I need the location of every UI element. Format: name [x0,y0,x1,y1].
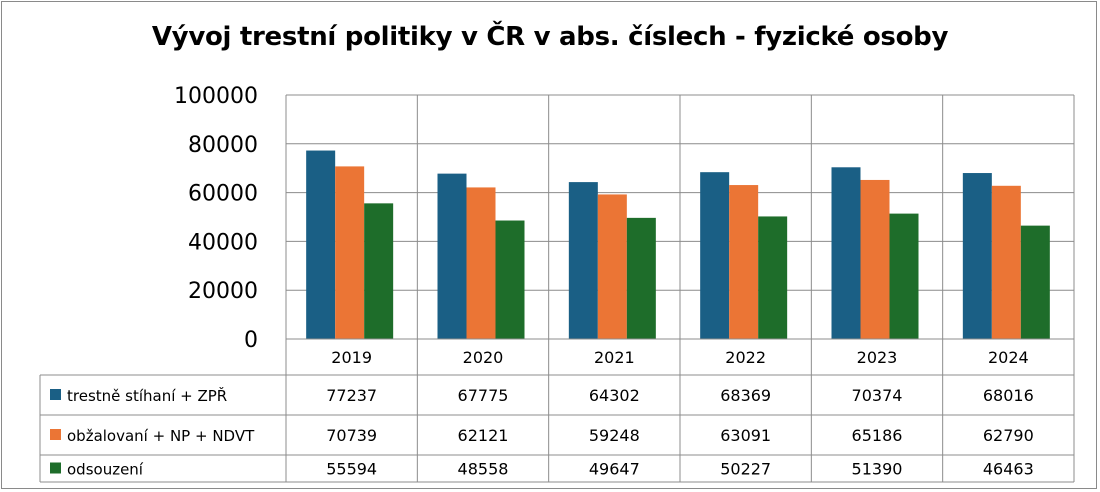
table-cell-value: 68016 [983,386,1034,405]
table-cell-value: 51390 [852,460,903,479]
table-cell-value: 77237 [326,386,377,405]
table-cell-value: 50227 [720,460,771,479]
table-cell-value: 62790 [983,426,1034,445]
bar [568,182,598,339]
table-cell-value: 65186 [852,426,903,445]
bar [335,166,365,339]
bar [306,150,336,339]
y-tick-label: 20000 [188,279,258,304]
table-cell-value: 55594 [326,460,377,479]
table-cell-value: 59248 [589,426,640,445]
bar [626,217,656,339]
bar [962,173,992,339]
bar [466,187,496,339]
chart-title: Vývoj trestní politiky v ČR v abs. čísle… [151,22,949,52]
table-cell-value: 46463 [983,460,1034,479]
legend-label: trestně stíhaní + ZPŘ [67,386,227,405]
bar [991,185,1021,339]
legend-key [50,389,61,400]
bar [364,203,394,339]
category-label: 2024 [988,348,1029,367]
table-cell-value: 63091 [720,426,771,445]
bar [860,179,890,339]
bar [495,220,525,339]
table-cell-value: 67775 [458,386,509,405]
table-cell-value: 49647 [589,460,640,479]
table-cell-value: 70739 [326,426,377,445]
table-cell-value: 48558 [458,460,509,479]
bar [889,213,919,339]
legend-label: odsouzení [67,461,144,479]
table-cell-value: 68369 [720,386,771,405]
bar [758,216,788,339]
category-label: 2019 [331,348,372,367]
category-label: 2022 [725,348,766,367]
category-label: 2020 [463,348,504,367]
bar [831,167,861,339]
bar [1020,225,1050,339]
y-tick-label: 60000 [188,182,258,207]
bar [700,172,730,339]
legend-key [50,429,61,440]
category-label: 2021 [594,348,635,367]
category-label: 2023 [857,348,898,367]
legend-key [50,462,61,474]
bar [437,173,467,339]
y-tick-label: 100000 [174,84,258,109]
table-cell-value: 70374 [852,386,903,405]
y-tick-label: 0 [244,328,258,353]
bar [729,185,759,339]
bar [597,194,627,339]
y-tick-label: 80000 [188,133,258,158]
legend-label: obžalovaní + NP + NDVT [67,427,255,445]
table-cell-value: 62121 [458,426,509,445]
y-tick-label: 40000 [188,230,258,255]
table-cell-value: 64302 [589,386,640,405]
